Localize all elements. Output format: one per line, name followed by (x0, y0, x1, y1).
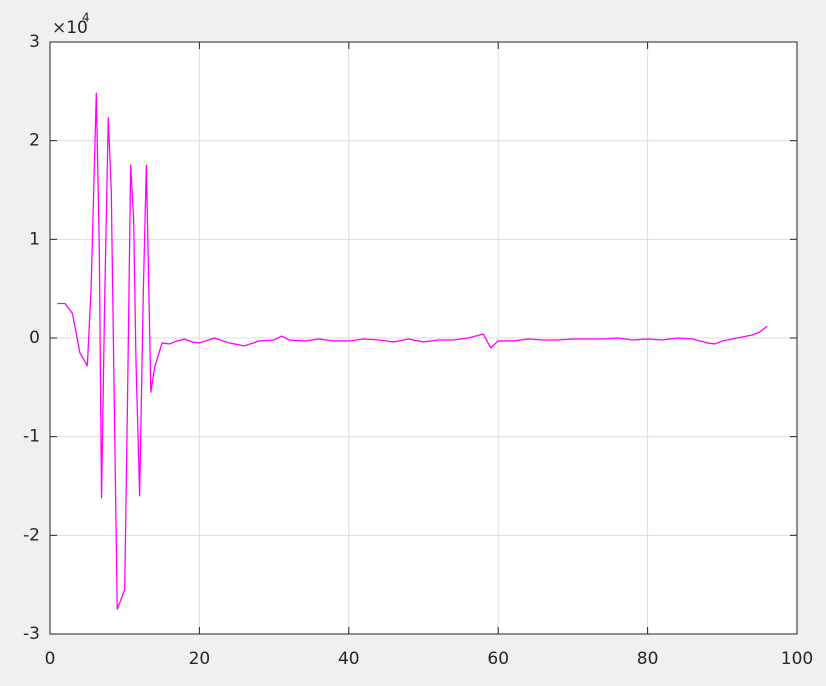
y-tick-label: 1 (29, 229, 40, 249)
data-line (57, 92, 768, 610)
x-tick-label: 20 (189, 649, 211, 669)
y-tick-label: -3 (23, 624, 40, 644)
x-tick-label: 0 (45, 649, 56, 669)
x-tick-label: 60 (487, 649, 509, 669)
x-tick-label: 40 (338, 649, 360, 669)
y-tick-label: 0 (29, 328, 40, 348)
x-tick-label: 100 (781, 649, 813, 669)
y-tick-label: 2 (29, 131, 40, 151)
y-tick-label: -2 (23, 525, 40, 545)
data (57, 92, 768, 610)
y-tick-label: -1 (23, 427, 40, 447)
y-tick-label: 3 (29, 32, 40, 52)
y-multiplier: ×10 (52, 18, 88, 38)
y-multiplier-exponent: 4 (82, 11, 90, 25)
x-tick-label: 80 (637, 649, 659, 669)
